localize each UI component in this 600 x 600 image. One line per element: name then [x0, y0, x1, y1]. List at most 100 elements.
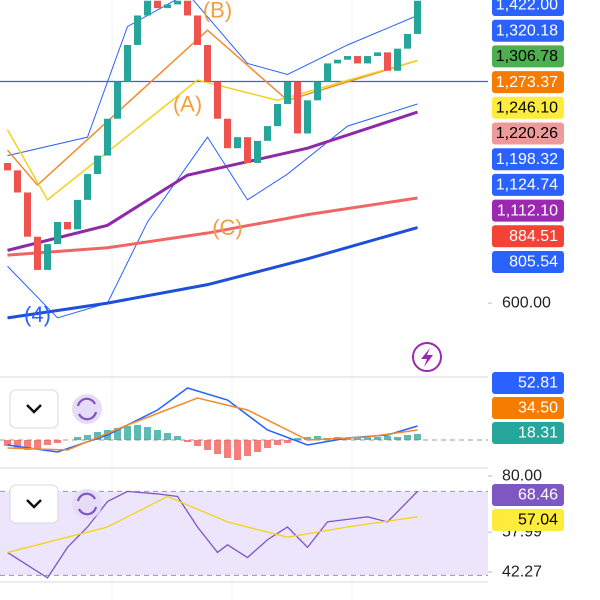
histogram-bar: [204, 440, 211, 450]
candle: [344, 56, 351, 60]
histogram-bar: [294, 438, 301, 440]
candle: [104, 118, 111, 156]
price-tag: [492, 225, 564, 248]
price-tag: [492, 96, 564, 119]
price-tag-label: 57.04: [518, 512, 558, 529]
candle: [154, 0, 161, 9]
price-tag: [492, 199, 564, 222]
indicator-line: [7, 196, 418, 257]
price-tag-label: 1,112.10: [497, 202, 558, 219]
histogram-bar: [24, 440, 31, 450]
candle: [264, 126, 271, 141]
histogram-bar: [364, 436, 371, 440]
y-tick-label: 80.00: [502, 467, 542, 484]
candle: [84, 174, 91, 200]
candle: [404, 33, 411, 49]
candle: [114, 81, 121, 119]
price-tag: [492, 0, 564, 16]
candle: [244, 137, 251, 163]
candle: [294, 81, 301, 134]
price-tag-label: 1,422.00: [496, 0, 558, 14]
indicator-line: [7, 397, 418, 451]
wave-label: (4): [24, 302, 51, 327]
candle: [174, 0, 181, 5]
refresh-button[interactable]: [72, 394, 102, 424]
price-tag-label: 805.54: [509, 254, 558, 271]
candle: [314, 81, 321, 101]
collapse-button[interactable]: [9, 389, 59, 429]
candle: [374, 52, 381, 57]
histogram-bar: [34, 440, 41, 449]
indicator-line: [7, 103, 418, 319]
histogram-bar: [144, 427, 151, 440]
histogram-bar: [44, 440, 51, 445]
histogram-bar: [174, 436, 181, 440]
indicator-line: [6, 59, 418, 201]
y-tick-label: 42.27: [502, 563, 542, 580]
histogram-bar: [274, 440, 281, 445]
histogram-bar: [344, 438, 351, 440]
histogram-bar: [264, 440, 271, 448]
wave-label: (B): [203, 0, 232, 23]
histogram-bar: [234, 440, 241, 460]
histogram-bar: [284, 440, 291, 443]
indicator-line: [7, 387, 418, 453]
histogram-bar: [74, 437, 81, 440]
price-tag: [492, 397, 564, 419]
price-tag-label: 34.50: [518, 400, 558, 417]
histogram-bar: [394, 437, 401, 440]
histogram-bar: [384, 436, 391, 440]
refresh-button[interactable]: [72, 489, 102, 519]
candle: [24, 192, 31, 237]
histogram-bar: [314, 436, 321, 440]
indicator-line: [7, 490, 418, 579]
price-tag: [492, 45, 564, 68]
wave-label: (C): [212, 215, 243, 240]
indicator-line: [7, 110, 418, 252]
histogram-bar: [224, 440, 231, 458]
candle: [134, 15, 141, 45]
price-tag-label: 1,320.18: [496, 22, 558, 39]
histogram-bar: [14, 440, 21, 448]
price-tag-label: 52.81: [518, 375, 558, 392]
indicator-line: [6, 29, 418, 187]
price-tag-label: 1,246.10: [496, 100, 558, 117]
price-tag: [492, 122, 564, 145]
candle: [394, 48, 401, 71]
price-tag-label: 884.51: [509, 228, 558, 245]
price-tag: [492, 71, 564, 94]
candle: [4, 162, 11, 171]
indicator-line: [7, 495, 418, 554]
candle: [54, 221, 61, 245]
candle: [324, 63, 331, 82]
histogram-bar: [304, 437, 311, 440]
histogram-bar: [114, 428, 121, 440]
candle: [164, 4, 171, 9]
histogram-bar: [354, 437, 361, 440]
histogram-bar: [414, 434, 421, 440]
y-tick-label: 600.00: [502, 294, 551, 311]
price-tag-label: 1,306.78: [496, 48, 558, 65]
lightning-button[interactable]: [412, 342, 442, 372]
histogram-bar: [124, 426, 131, 440]
histogram-bar: [84, 435, 91, 440]
indicator-line: [7, 0, 418, 157]
histogram-bar: [244, 440, 251, 456]
wave-label: (A): [173, 92, 202, 117]
histogram-bar: [194, 440, 201, 446]
candle: [194, 15, 201, 45]
candle: [364, 56, 371, 64]
indicator-line: [7, 226, 418, 320]
price-tag: [492, 484, 564, 506]
candle: [204, 44, 211, 82]
collapse-button[interactable]: [9, 484, 59, 524]
histogram-bar: [54, 440, 61, 443]
histogram-bar: [254, 440, 261, 452]
price-tag-label: 1,124.74: [496, 177, 558, 194]
price-tag: [492, 372, 564, 394]
candle: [224, 118, 231, 149]
candle: [64, 221, 71, 230]
price-tag: [492, 148, 564, 171]
